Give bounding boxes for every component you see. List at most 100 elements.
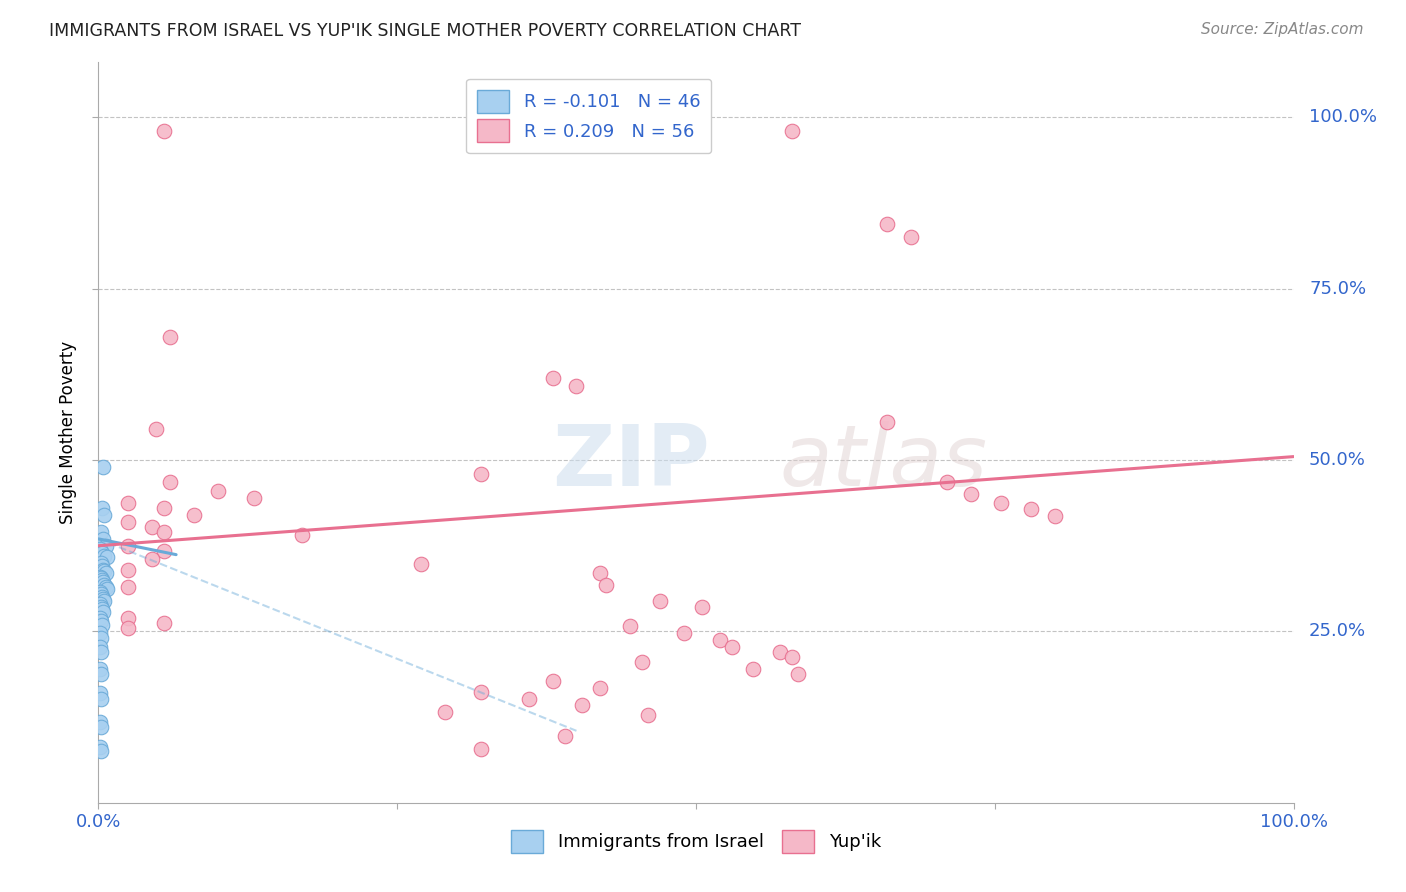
Point [91, 617, 114, 632]
Text: 50.0%: 50.0% [1309, 451, 1367, 469]
Point [470, 742, 492, 756]
Point [94, 566, 117, 581]
Text: atlas: atlas [779, 421, 987, 504]
Point [589, 566, 612, 581]
Point [876, 217, 898, 231]
Point [90, 614, 112, 628]
Point [960, 487, 983, 501]
Point [541, 371, 564, 385]
Point [90, 571, 112, 585]
Point [89, 739, 111, 754]
Point [159, 475, 181, 489]
Point [990, 495, 1012, 509]
Point [93, 508, 115, 522]
Point [117, 495, 139, 509]
Point [91, 602, 114, 616]
Point [470, 685, 492, 699]
Legend: Immigrants from Israel, Yup'ik: Immigrants from Israel, Yup'ik [503, 822, 889, 861]
Point [117, 539, 139, 553]
Point [183, 508, 205, 522]
Point [721, 640, 744, 654]
Point [768, 645, 790, 659]
Point [780, 124, 803, 138]
Point [117, 610, 139, 624]
Point [93, 549, 115, 563]
Point [94, 539, 117, 553]
Point [90, 691, 112, 706]
Point [96, 582, 118, 596]
Point [470, 467, 492, 481]
Point [673, 625, 696, 640]
Point [90, 744, 112, 758]
Y-axis label: Single Mother Poverty: Single Mother Poverty [59, 341, 77, 524]
Point [936, 475, 959, 489]
Text: IMMIGRANTS FROM ISRAEL VS YUP'IK SINGLE MOTHER POVERTY CORRELATION CHART: IMMIGRANTS FROM ISRAEL VS YUP'IK SINGLE … [49, 22, 801, 40]
Point [554, 729, 576, 743]
Point [90, 587, 112, 601]
Point [90, 667, 112, 681]
Point [89, 714, 111, 729]
Point [89, 584, 111, 599]
Point [91, 573, 114, 587]
Point [90, 556, 112, 570]
Point [619, 619, 641, 633]
Point [595, 578, 617, 592]
Point [900, 230, 922, 244]
Point [91, 605, 114, 619]
Point [90, 720, 112, 734]
Point [117, 515, 139, 529]
Point [153, 524, 176, 539]
Point [89, 640, 111, 654]
Point [517, 691, 540, 706]
Point [145, 422, 167, 436]
Point [153, 124, 176, 138]
Point [690, 600, 713, 615]
Point [631, 655, 654, 669]
Point [91, 563, 114, 577]
Point [96, 550, 118, 565]
Point [89, 610, 111, 624]
Point [91, 545, 114, 559]
Point [153, 501, 176, 516]
Point [291, 528, 314, 542]
Point [648, 593, 672, 607]
Text: Source: ZipAtlas.com: Source: ZipAtlas.com [1201, 22, 1364, 37]
Point [780, 650, 803, 665]
Point [637, 708, 659, 723]
Point [93, 593, 115, 607]
Point [91, 501, 114, 516]
Text: 25.0%: 25.0% [1309, 623, 1367, 640]
Point [153, 616, 176, 631]
Point [94, 580, 117, 594]
Text: 100.0%: 100.0% [1309, 108, 1376, 127]
Point [91, 459, 114, 474]
Point [541, 673, 564, 688]
Point [159, 329, 181, 343]
Point [90, 600, 112, 615]
Point [1019, 502, 1042, 516]
Point [786, 667, 808, 681]
Text: ZIP: ZIP [553, 421, 710, 504]
Point [571, 698, 593, 713]
Point [207, 483, 229, 498]
Point [93, 578, 115, 592]
Point [117, 621, 139, 635]
Point [90, 645, 112, 659]
Point [91, 591, 114, 606]
Point [876, 415, 898, 429]
Point [742, 662, 765, 676]
Point [89, 542, 111, 557]
Point [89, 597, 111, 611]
Point [117, 580, 139, 594]
Point [89, 686, 111, 700]
Point [117, 563, 139, 577]
Text: 75.0%: 75.0% [1309, 280, 1367, 298]
Point [141, 552, 163, 566]
Point [89, 625, 111, 640]
Point [153, 543, 176, 558]
Point [90, 524, 112, 539]
Point [243, 491, 266, 505]
Point [565, 379, 588, 393]
Point [434, 706, 457, 720]
Point [141, 520, 163, 534]
